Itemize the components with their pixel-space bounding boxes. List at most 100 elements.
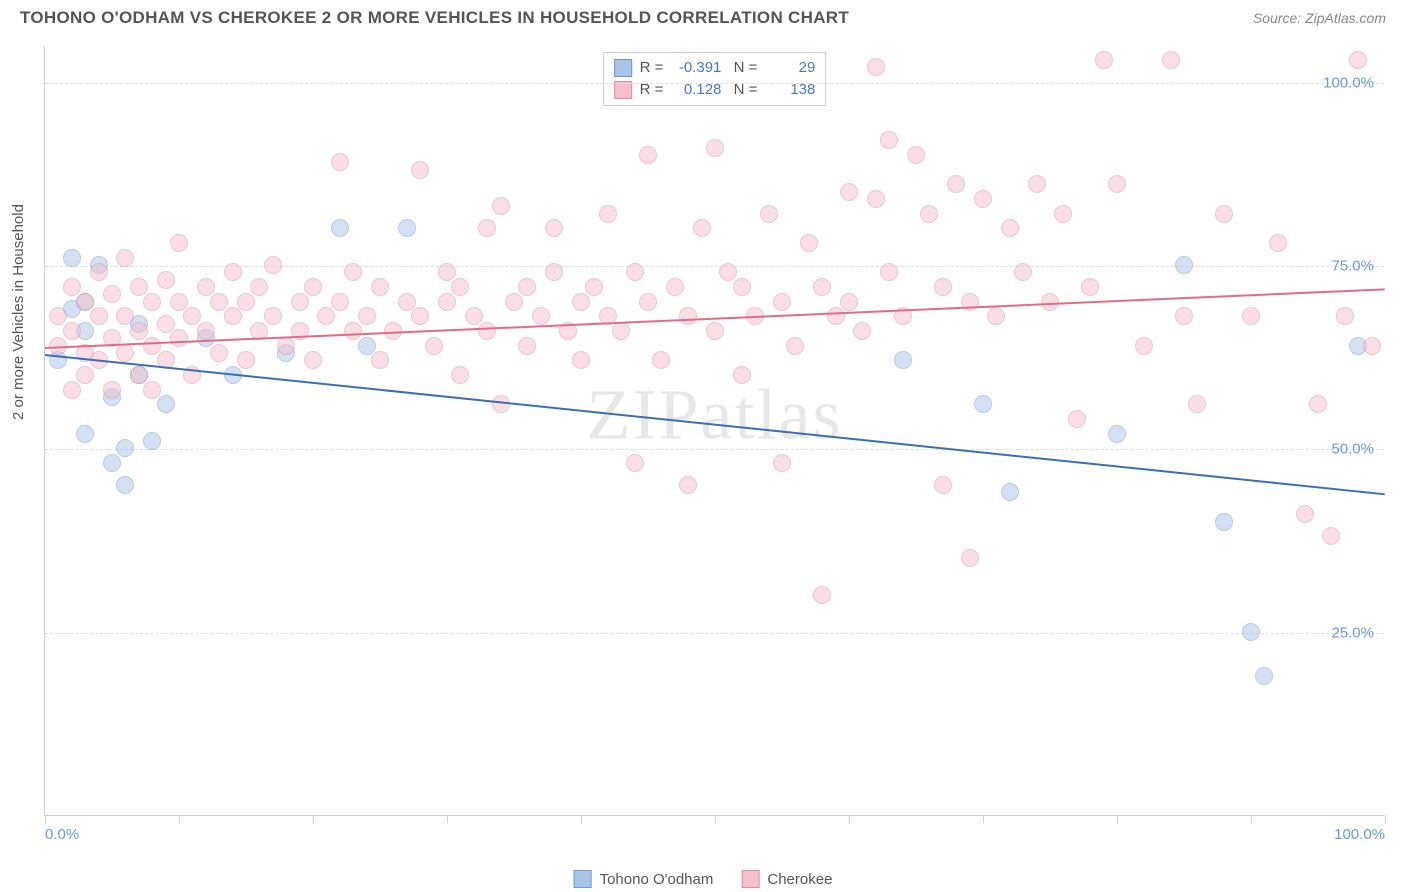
data-point (518, 278, 536, 296)
series-swatch (614, 59, 632, 77)
data-point (853, 322, 871, 340)
data-point (197, 278, 215, 296)
data-point (398, 219, 416, 237)
data-point (76, 425, 94, 443)
data-point (1255, 667, 1273, 685)
data-point (90, 263, 108, 281)
data-point (880, 263, 898, 281)
y-tick-label: 75.0% (1331, 258, 1374, 275)
data-point (116, 249, 134, 267)
stat-r-value: -0.391 (671, 57, 721, 79)
data-point (679, 307, 697, 325)
data-point (545, 263, 563, 281)
data-point (626, 263, 644, 281)
data-point (880, 131, 898, 149)
data-point (411, 161, 429, 179)
x-tick (45, 815, 46, 823)
data-point (183, 307, 201, 325)
data-point (116, 344, 134, 362)
x-tick (1385, 815, 1386, 823)
data-point (331, 219, 349, 237)
x-tick-label: 0.0% (45, 826, 79, 843)
data-point (277, 337, 295, 355)
data-point (1028, 175, 1046, 193)
x-tick (983, 815, 984, 823)
data-point (733, 278, 751, 296)
data-point (1108, 175, 1126, 193)
data-point (1162, 51, 1180, 69)
data-point (894, 351, 912, 369)
data-point (733, 366, 751, 384)
data-point (840, 293, 858, 311)
data-point (170, 234, 188, 252)
data-point (210, 344, 228, 362)
x-tick (849, 815, 850, 823)
stat-n-label: N = (729, 57, 757, 79)
data-point (1001, 483, 1019, 501)
data-point (1242, 623, 1260, 641)
data-point (63, 381, 81, 399)
data-point (786, 337, 804, 355)
data-point (1095, 51, 1113, 69)
data-point (639, 146, 657, 164)
data-point (1135, 337, 1153, 355)
data-point (143, 432, 161, 450)
data-point (773, 293, 791, 311)
data-point (331, 153, 349, 171)
data-point (331, 293, 349, 311)
data-point (143, 337, 161, 355)
data-point (478, 219, 496, 237)
data-point (143, 381, 161, 399)
data-point (974, 395, 992, 413)
data-point (813, 278, 831, 296)
data-point (492, 197, 510, 215)
data-point (197, 322, 215, 340)
data-point (170, 293, 188, 311)
data-point (63, 249, 81, 267)
data-point (1014, 263, 1032, 281)
data-point (103, 285, 121, 303)
legend: Tohono O'odhamCherokee (574, 870, 833, 888)
data-point (371, 278, 389, 296)
data-point (1215, 513, 1233, 531)
stat-r-label: R = (640, 57, 664, 79)
legend-swatch (574, 870, 592, 888)
x-tick-label: 100.0% (1334, 826, 1385, 843)
trend-line (45, 354, 1385, 495)
chart-title: TOHONO O'ODHAM VS CHEROKEE 2 OR MORE VEH… (20, 8, 849, 28)
grid-line (45, 83, 1384, 84)
data-point (907, 146, 925, 164)
data-point (840, 183, 858, 201)
data-point (1175, 256, 1193, 274)
data-point (344, 263, 362, 281)
data-point (398, 293, 416, 311)
data-point (411, 307, 429, 325)
data-point (719, 263, 737, 281)
data-point (545, 219, 563, 237)
data-point (358, 307, 376, 325)
data-point (987, 307, 1005, 325)
x-tick (1117, 815, 1118, 823)
data-point (304, 351, 322, 369)
data-point (116, 439, 134, 457)
data-point (1188, 395, 1206, 413)
data-point (143, 293, 161, 311)
data-point (264, 307, 282, 325)
y-axis-label: 2 or more Vehicles in Household (10, 204, 27, 420)
data-point (170, 329, 188, 347)
data-point (626, 454, 644, 472)
data-point (572, 293, 590, 311)
data-point (63, 278, 81, 296)
data-point (1081, 278, 1099, 296)
data-point (920, 205, 938, 223)
data-point (505, 293, 523, 311)
x-tick (1251, 815, 1252, 823)
data-point (116, 307, 134, 325)
data-point (371, 351, 389, 369)
data-point (344, 322, 362, 340)
data-point (358, 337, 376, 355)
data-point (1242, 307, 1260, 325)
data-point (317, 307, 335, 325)
legend-swatch (741, 870, 759, 888)
x-tick (179, 815, 180, 823)
